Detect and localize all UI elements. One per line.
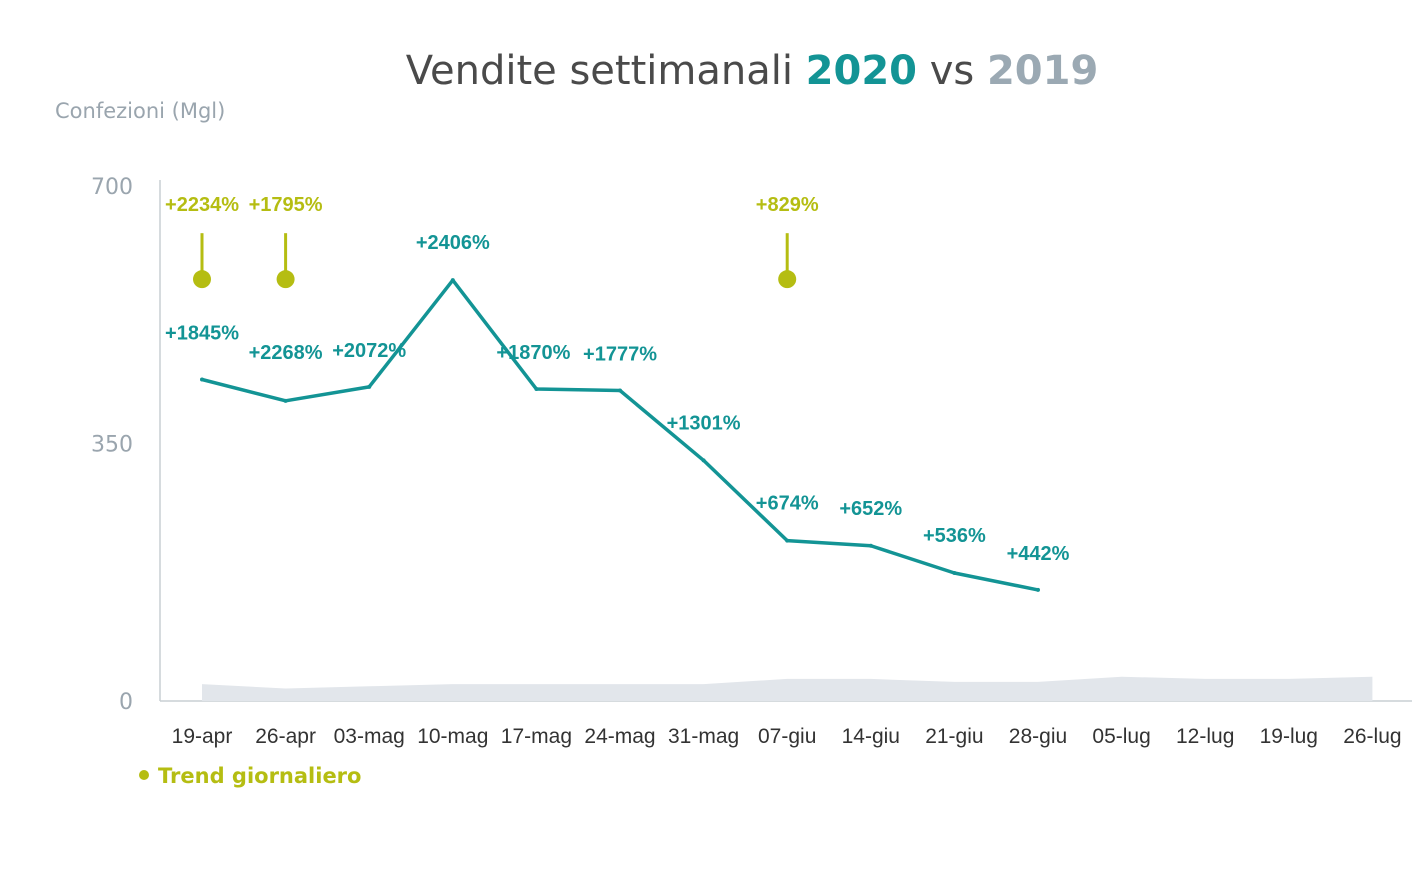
x-tick-label: 14-giu <box>842 725 900 748</box>
data-label: +2406% <box>416 232 490 254</box>
data-label: +442% <box>1007 543 1070 565</box>
trend-marker-dot <box>276 270 295 289</box>
chart-title: Vendite settimanali 2020 vs 2019 <box>406 48 1099 94</box>
trend-marker-label: +829% <box>756 194 819 216</box>
x-tick-label: 05-lug <box>1092 725 1150 748</box>
title-prefix: Vendite settimanali <box>406 48 793 94</box>
x-tick-label: 17-mag <box>501 725 572 748</box>
series-2020-point <box>1036 587 1040 592</box>
x-tick-label: 19-lug <box>1260 725 1318 748</box>
x-axis-ticks: 19-apr 26-apr 03-mag 10-mag 17-mag 24-mag 31-m… <box>172 725 1402 748</box>
x-tick-label: 10-mag <box>417 725 488 748</box>
data-label: +536% <box>923 525 986 547</box>
trend-marker-label: +1795% <box>249 194 323 216</box>
data-label: +674% <box>756 493 819 515</box>
data-label: +1301% <box>667 412 741 434</box>
series-2020-point <box>618 388 622 393</box>
y-tick-label: 0 <box>119 690 133 715</box>
x-tick-label: 12-lug <box>1176 725 1234 748</box>
series-2020-point <box>283 398 288 403</box>
data-label: +2268% <box>249 342 323 364</box>
trend-marker-label: +2234% <box>165 194 239 216</box>
data-label: +652% <box>839 498 902 520</box>
title-year-2020: 2020 <box>806 48 917 94</box>
series-2020-point <box>200 377 204 382</box>
series-2020-point <box>534 387 539 392</box>
series-2020-point <box>868 543 873 548</box>
series-2020-point <box>952 570 957 575</box>
y-tick-label: 700 <box>91 175 133 200</box>
trend-marker-dot <box>778 270 797 289</box>
legend: Trend giornaliero <box>139 764 361 788</box>
series-2020-points <box>200 278 1040 592</box>
x-tick-label: 07-giu <box>758 725 816 748</box>
title-vs: vs <box>930 48 975 94</box>
trend-markers: +2234% +1795% +829% <box>165 194 819 289</box>
series-2020-point <box>785 538 790 543</box>
series-2020-point <box>450 278 455 283</box>
x-tick-label: 21-giu <box>925 725 983 748</box>
title-year-2019: 2019 <box>987 48 1098 94</box>
x-tick-label: 26-lug <box>1343 725 1401 748</box>
data-label: +1845% <box>165 322 239 344</box>
series-2019-area <box>202 676 1373 701</box>
series-2020-point <box>367 384 372 389</box>
x-tick-label: 19-apr <box>172 725 233 748</box>
y-axis-label: Confezioni (Mgl) <box>55 99 225 123</box>
legend-label: Trend giornaliero <box>158 764 361 788</box>
x-tick-label: 26-apr <box>255 725 316 748</box>
y-tick-label: 350 <box>91 433 133 458</box>
x-tick-label: 28-giu <box>1009 725 1067 748</box>
series-2020-point <box>701 458 706 463</box>
data-labels: +1845% +2268% +2072% +2406% +1870% +1777% +130… <box>165 232 1070 565</box>
x-tick-label: 31-mag <box>668 725 739 748</box>
data-label: +1870% <box>496 342 570 364</box>
trend-marker-dot <box>193 270 211 289</box>
x-tick-label: 24-mag <box>584 725 655 748</box>
x-tick-label: 03-mag <box>334 725 405 748</box>
data-label: +1777% <box>583 344 657 366</box>
series-2020-line <box>201 278 1039 592</box>
legend-marker <box>139 770 149 780</box>
data-label: +2072% <box>332 340 406 362</box>
y-axis-ticks: 0 350 700 <box>91 175 133 715</box>
